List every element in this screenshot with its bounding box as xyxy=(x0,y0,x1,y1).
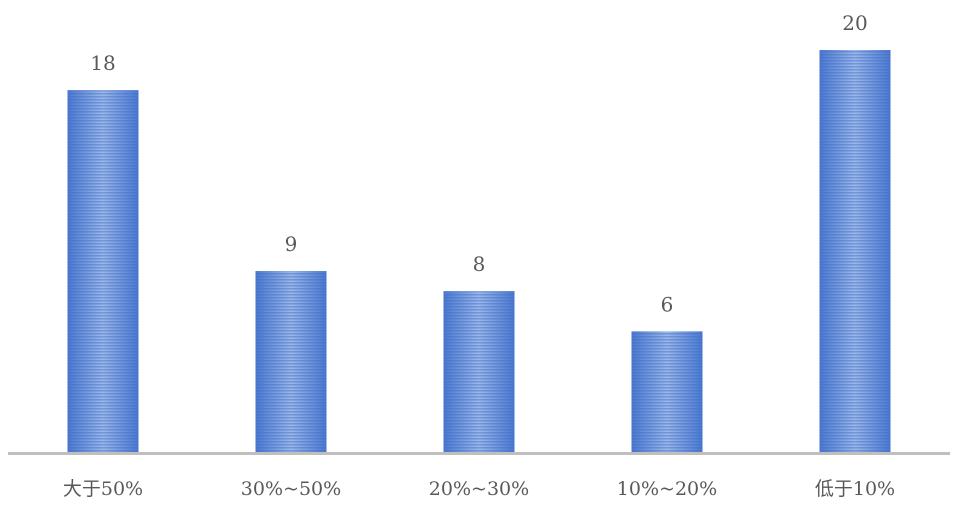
bar-stripes xyxy=(443,291,515,452)
bar-stripes xyxy=(631,331,703,452)
data-label: 6 xyxy=(661,292,674,316)
bar xyxy=(443,291,515,452)
data-label: 20 xyxy=(842,11,867,35)
x-tick-label: 低于10% xyxy=(815,478,895,500)
bar-stripes xyxy=(255,271,327,452)
x-tick-label: 30%~50% xyxy=(241,478,341,500)
data-label: 9 xyxy=(285,232,298,256)
data-label: 18 xyxy=(90,51,115,75)
bar xyxy=(67,90,139,452)
bar xyxy=(631,331,703,452)
data-label: 8 xyxy=(473,252,486,276)
bar-stripes xyxy=(819,50,891,452)
x-tick-label: 20%~30% xyxy=(429,478,529,500)
x-tick-label: 大于50% xyxy=(63,478,143,500)
bar xyxy=(255,271,327,452)
x-tick-label: 10%~20% xyxy=(617,478,717,500)
bar xyxy=(819,50,891,452)
bar-stripes xyxy=(67,90,139,452)
